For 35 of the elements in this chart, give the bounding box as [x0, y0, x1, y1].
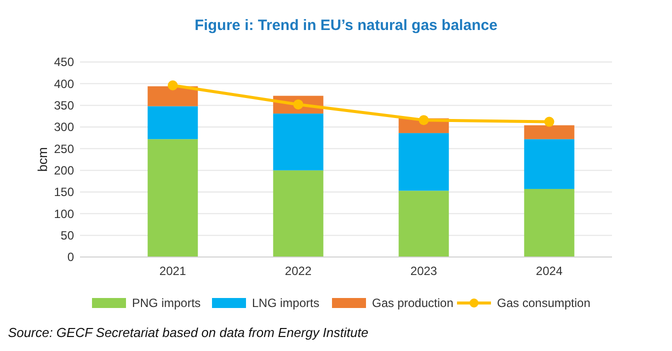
x-tick-label: 2023	[410, 264, 438, 278]
bar	[148, 86, 198, 106]
legend-label: LNG imports	[252, 296, 320, 310]
point	[293, 99, 304, 110]
bar	[148, 106, 198, 140]
y-tick-label: 150	[54, 185, 74, 200]
y-tick-label: 350	[54, 98, 74, 113]
bar	[148, 139, 198, 257]
legend-label: Gas consumption	[497, 296, 590, 310]
y-tick-label: 50	[60, 228, 74, 243]
x-tick-label: 2024	[536, 264, 563, 278]
y-tick-label: 250	[54, 142, 74, 156]
y-tick-label: 400	[54, 76, 74, 91]
point	[168, 80, 178, 90]
point	[544, 116, 554, 127]
legend-label: PNG imports	[132, 296, 201, 310]
y-tick-label: 300	[54, 120, 74, 134]
legend-label: Gas production	[372, 296, 454, 310]
y-tick-label: 100	[54, 206, 74, 221]
x-tick-label: 2022	[284, 264, 312, 278]
y-tick-label: 450	[54, 55, 74, 70]
y-axis-title: bcm	[35, 147, 50, 172]
bar	[273, 170, 324, 257]
x-tick-label: 2021	[159, 264, 186, 278]
point	[418, 115, 429, 126]
bar	[524, 139, 574, 189]
bar	[273, 114, 324, 170]
y-tick-label: 0	[67, 250, 74, 264]
y-tick-label: 200	[54, 164, 74, 178]
chart-title: Figure i: Trend in EU’s natural gas balance	[194, 17, 498, 34]
bar	[524, 188, 574, 257]
source-note: Source: GECF Secretariat based on data from Energy Institute	[8, 325, 368, 340]
bar	[398, 133, 449, 191]
bar	[524, 125, 574, 140]
bar	[398, 190, 449, 257]
